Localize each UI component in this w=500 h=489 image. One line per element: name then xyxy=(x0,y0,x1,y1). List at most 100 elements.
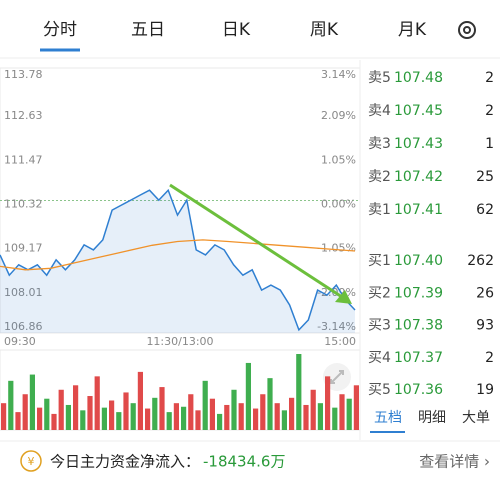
tab[interactable]: 五日 xyxy=(131,20,165,40)
x-tick-label: 09:30 xyxy=(4,335,36,348)
book-label: 买3 xyxy=(368,318,391,334)
volume-bar xyxy=(181,406,187,430)
book-price: 107.37 xyxy=(394,350,443,366)
volume-bar xyxy=(346,398,352,430)
y-tick-label: 109.17 xyxy=(4,242,43,255)
trend-arrow-head xyxy=(335,290,352,304)
x-tick-label: 11:30/13:00 xyxy=(146,335,213,348)
volume-bar xyxy=(152,397,158,430)
price-area xyxy=(0,190,355,333)
volume-bar xyxy=(101,407,107,430)
book-qty: 93 xyxy=(476,318,494,334)
y2-tick-label: 3.14% xyxy=(321,68,356,81)
volume-bar xyxy=(325,376,331,430)
book-qty: 25 xyxy=(476,169,494,185)
book-price: 107.43 xyxy=(394,136,443,152)
book-label: 买1 xyxy=(368,253,391,269)
volume-bar xyxy=(58,389,64,430)
volume-bar xyxy=(195,410,201,430)
book-qty: 26 xyxy=(476,285,494,301)
book-label: 买4 xyxy=(368,350,391,366)
book-price: 107.42 xyxy=(394,169,443,185)
volume-bar xyxy=(339,394,345,430)
volume-bar xyxy=(188,394,194,430)
volume-bar xyxy=(173,403,179,430)
volume-bar xyxy=(332,407,338,430)
book-price: 107.41 xyxy=(394,202,443,218)
y-tick-label: 112.63 xyxy=(4,109,43,122)
volume-bar xyxy=(231,389,237,430)
book-price: 107.39 xyxy=(394,285,443,301)
footer-label: 今日主力资金净流入： xyxy=(50,453,200,471)
volume-bar xyxy=(238,403,244,430)
book-price: 107.48 xyxy=(394,70,443,86)
book-tab[interactable]: 五档 xyxy=(374,410,402,426)
book-price: 107.38 xyxy=(394,318,443,334)
volume-bar xyxy=(116,412,122,430)
tab[interactable]: 分时 xyxy=(43,20,77,40)
book-qty: 62 xyxy=(476,202,494,218)
book-tab[interactable]: 明细 xyxy=(418,410,446,426)
volume-bar xyxy=(317,403,323,430)
volume-bar xyxy=(80,410,86,430)
volume-bar xyxy=(353,385,359,430)
trend-arrow xyxy=(169,183,343,299)
volume-bar xyxy=(289,397,295,430)
volume-bar xyxy=(37,407,43,430)
volume-bar xyxy=(73,385,79,430)
volume-bar xyxy=(29,374,35,430)
book-label: 卖5 xyxy=(368,70,391,86)
volume-bar xyxy=(274,403,280,430)
tab[interactable]: 周K xyxy=(310,20,339,40)
volume-bar xyxy=(202,380,208,430)
volume-bar xyxy=(130,403,136,430)
y2-tick-label: 0.00% xyxy=(321,198,356,211)
tab[interactable]: 日K xyxy=(222,20,251,40)
volume-bar xyxy=(15,412,21,430)
volume-bar xyxy=(209,398,215,430)
book-label: 卖4 xyxy=(368,103,391,119)
book-price: 107.40 xyxy=(394,253,443,269)
volume-bar xyxy=(109,400,115,430)
volume-bar xyxy=(123,392,129,430)
volume-bar xyxy=(245,362,251,430)
volume-bar xyxy=(296,354,302,430)
yuan-icon: ¥ xyxy=(20,450,42,472)
y-tick-label: 110.32 xyxy=(4,198,43,211)
book-qty: 2 xyxy=(485,350,494,366)
book-qty: 262 xyxy=(467,253,494,269)
footer-value: -18434.6万 xyxy=(203,453,285,471)
y-tick-label: 106.86 xyxy=(4,320,43,333)
volume-bar xyxy=(87,396,93,430)
book-label: 买2 xyxy=(368,285,391,301)
volume-bar xyxy=(281,410,287,430)
volume-bar xyxy=(65,404,71,430)
y2-tick-label: 2.09% xyxy=(321,109,356,122)
y-tick-label: 111.47 xyxy=(4,153,43,166)
volume-bar xyxy=(267,378,273,430)
book-price: 107.45 xyxy=(394,103,443,119)
tab[interactable]: 月K xyxy=(398,20,427,40)
volume-bar xyxy=(303,404,309,430)
book-label: 卖3 xyxy=(368,136,391,152)
book-label: 卖2 xyxy=(368,169,391,185)
volume-bar xyxy=(224,404,230,430)
volume-bar xyxy=(260,394,266,430)
book-price: 107.36 xyxy=(394,382,443,398)
book-label: 卖1 xyxy=(368,202,391,218)
volume-bar xyxy=(8,380,14,430)
footer-link[interactable]: 查看详情 › xyxy=(419,453,490,471)
y-tick-label: 108.01 xyxy=(4,286,43,299)
price-line xyxy=(0,188,356,332)
y-tick-label: 113.78 xyxy=(4,68,43,81)
volume-bar xyxy=(253,408,259,430)
volume-bar xyxy=(310,389,316,430)
volume-bar xyxy=(217,413,223,430)
book-tab[interactable]: 大单 xyxy=(462,410,490,426)
y2-tick-label: 1.05% xyxy=(321,153,356,166)
volume-bar xyxy=(44,398,50,430)
volume-bar xyxy=(145,408,151,430)
settings-icon[interactable] xyxy=(458,21,476,39)
